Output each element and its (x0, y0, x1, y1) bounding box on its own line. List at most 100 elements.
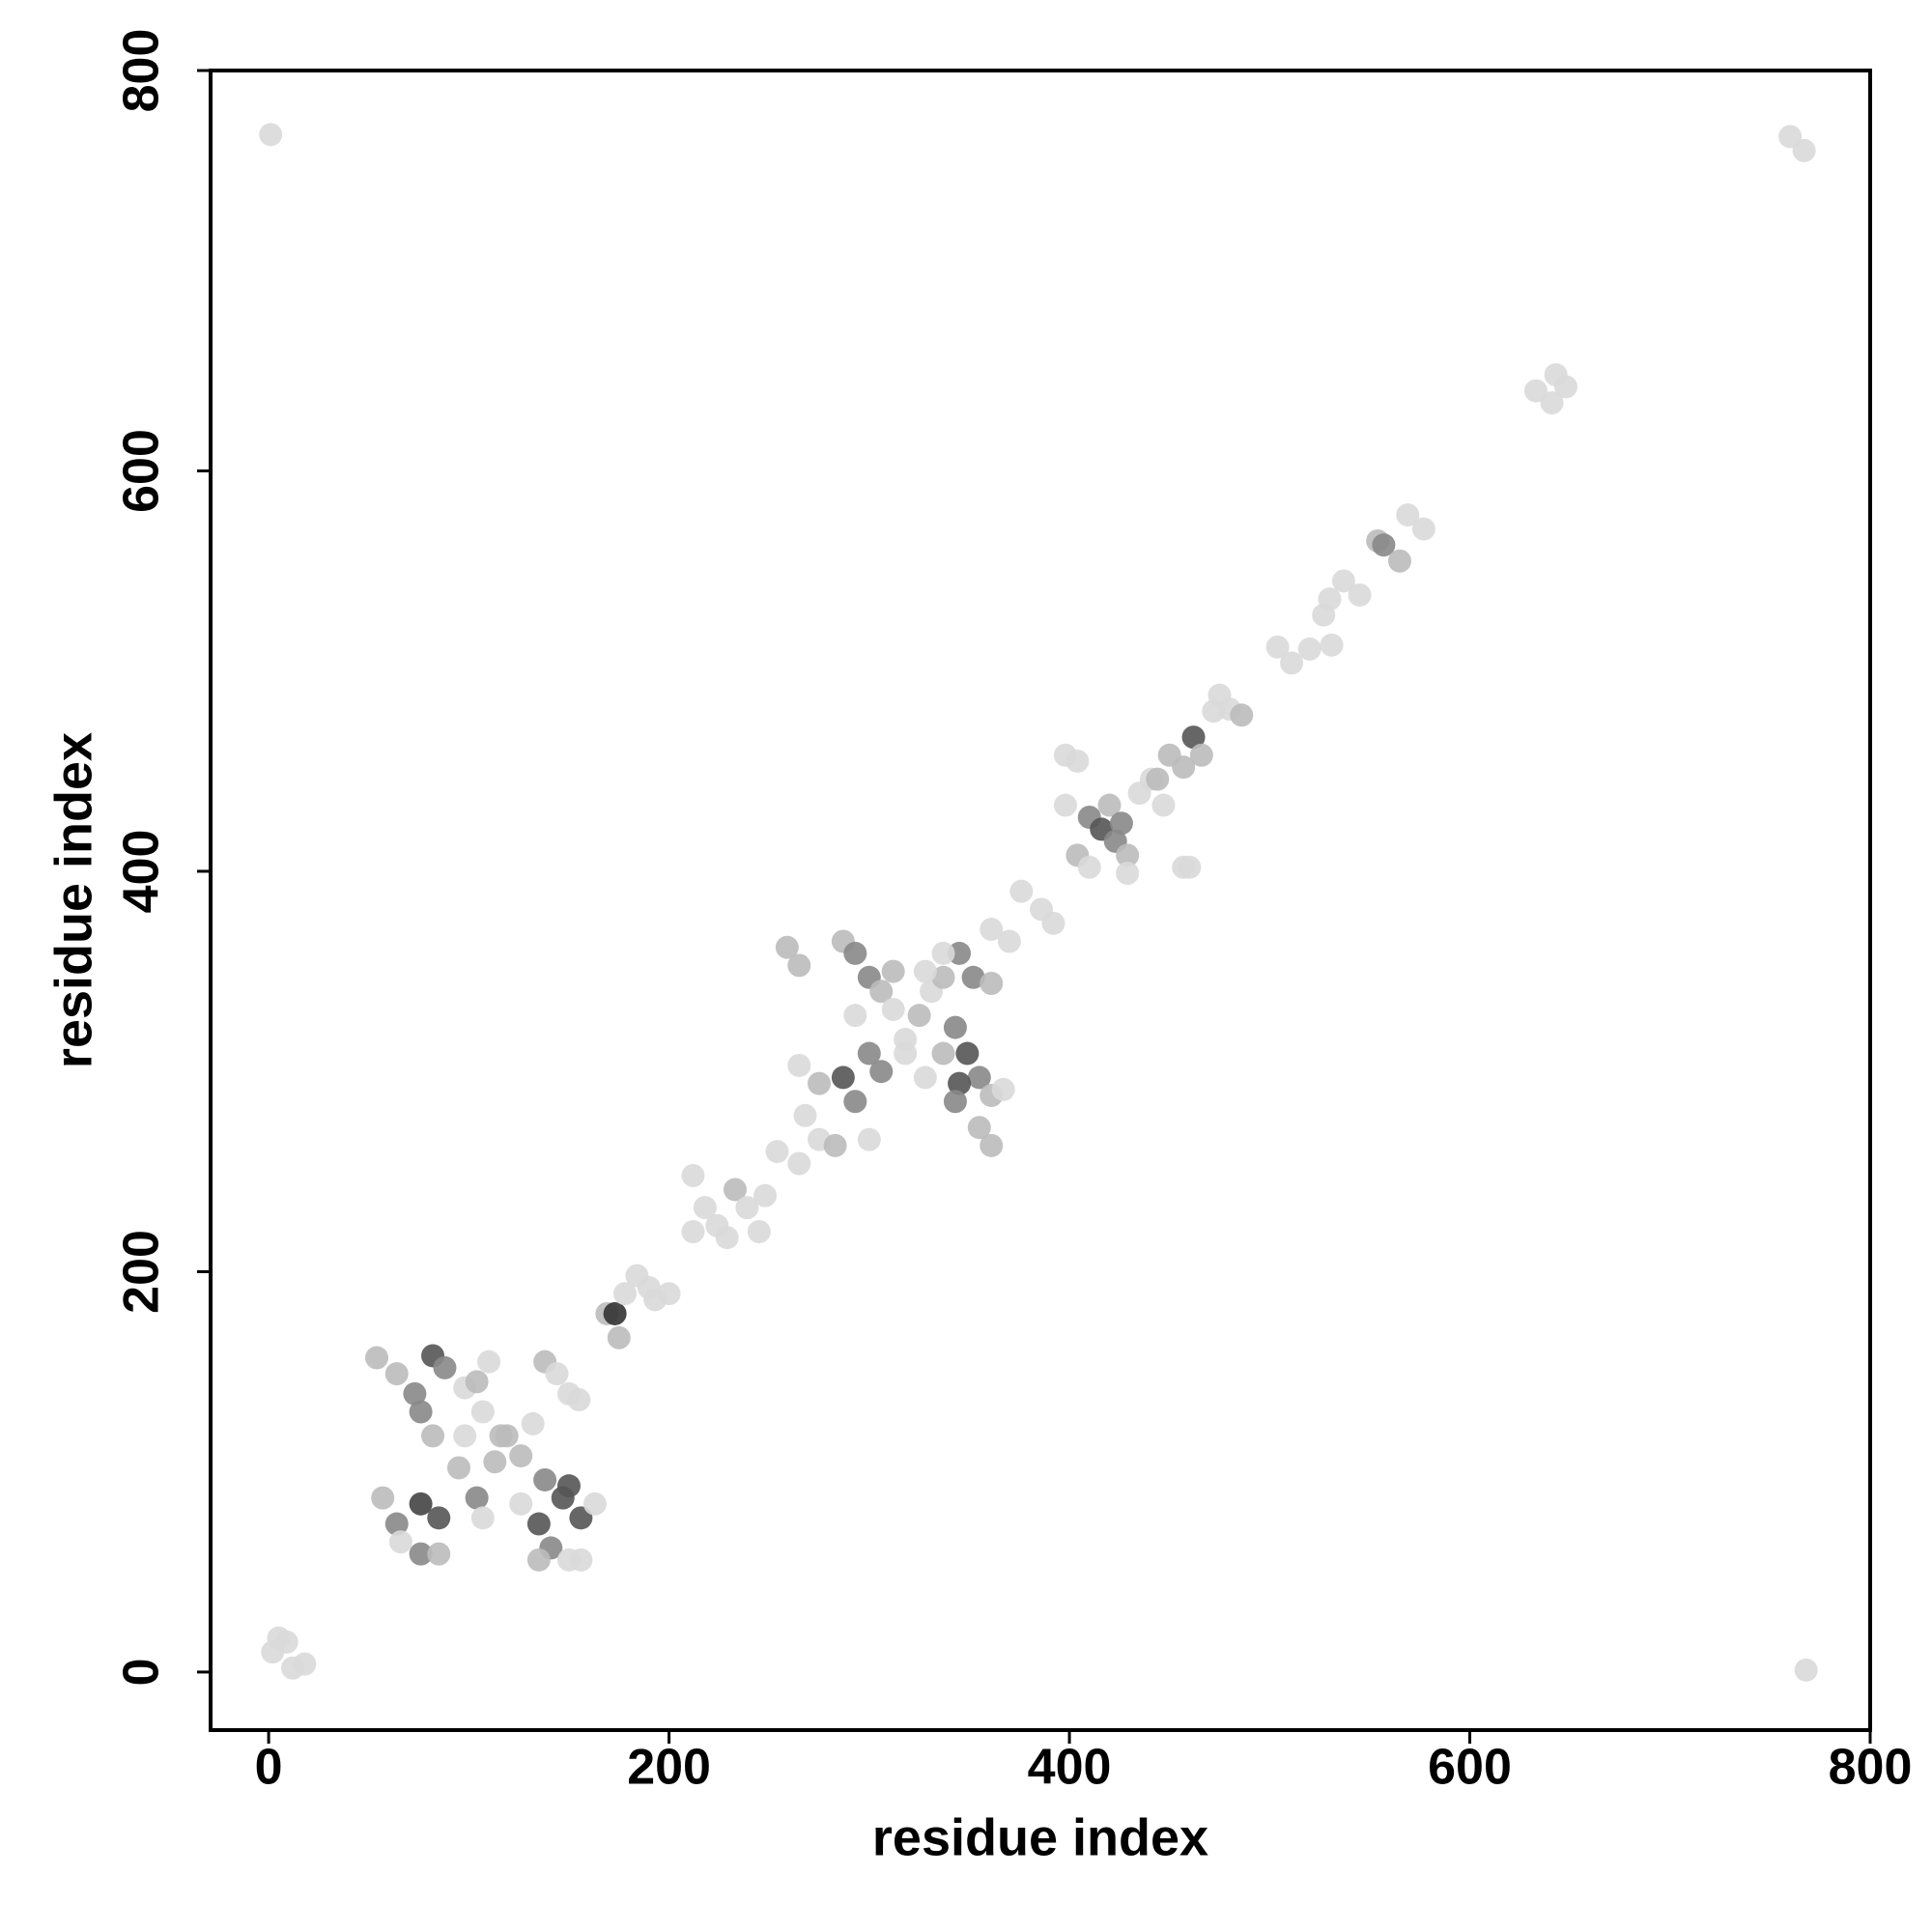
point (881, 997, 905, 1021)
point (427, 1506, 451, 1530)
point (1009, 879, 1034, 903)
point (545, 1362, 569, 1386)
point (681, 1219, 705, 1243)
point (857, 1041, 881, 1065)
point (1540, 391, 1564, 415)
point (948, 1071, 972, 1095)
point (715, 1226, 739, 1250)
point (831, 1065, 855, 1090)
point (1151, 793, 1176, 817)
point (1265, 635, 1290, 659)
point (1396, 503, 1420, 527)
point (967, 1116, 991, 1140)
point (1097, 793, 1122, 817)
point (556, 1474, 581, 1498)
point (274, 1630, 298, 1654)
x-tick-label: 200 (627, 1740, 711, 1796)
point (1189, 743, 1213, 767)
point (735, 1196, 759, 1220)
point (1794, 1658, 1818, 1682)
point (453, 1424, 477, 1448)
point (1387, 549, 1411, 573)
y-axis-title: residue index (44, 732, 102, 1068)
point (521, 1411, 545, 1435)
point (427, 1542, 451, 1566)
point (894, 1041, 918, 1065)
point (823, 1133, 847, 1157)
point (495, 1424, 519, 1448)
point (1053, 793, 1077, 817)
point (1127, 781, 1151, 806)
point (433, 1355, 457, 1379)
point (477, 1350, 501, 1374)
point (793, 1103, 817, 1127)
point (980, 972, 1004, 996)
point (857, 1127, 881, 1151)
point (948, 941, 972, 965)
point (869, 980, 894, 1004)
point (693, 1196, 717, 1220)
point (869, 1060, 894, 1084)
point (1181, 725, 1206, 750)
point (1348, 582, 1372, 607)
point (1280, 651, 1304, 675)
point (483, 1450, 507, 1474)
point (787, 953, 811, 978)
point (470, 1506, 495, 1530)
point (931, 965, 955, 989)
point (1116, 843, 1140, 867)
point (913, 959, 937, 983)
point (1065, 749, 1090, 773)
point (1109, 811, 1133, 836)
point (582, 1492, 607, 1516)
point (1778, 125, 1803, 149)
point (991, 1077, 1015, 1101)
point (365, 1346, 389, 1370)
point (1146, 767, 1170, 791)
x-axis-title: residue index (872, 1808, 1208, 1866)
point (533, 1467, 557, 1492)
x-tick-label: 800 (1829, 1740, 1913, 1796)
point (643, 1288, 668, 1312)
point (787, 1151, 811, 1176)
point (997, 929, 1021, 953)
point (843, 941, 867, 965)
point (612, 1282, 637, 1306)
point (723, 1178, 747, 1202)
point (1553, 375, 1577, 399)
point (1331, 569, 1355, 593)
point (421, 1424, 445, 1448)
x-tick-label: 0 (255, 1740, 283, 1796)
point (1202, 699, 1226, 724)
point (1230, 703, 1254, 727)
y-tick-label: 200 (114, 1230, 170, 1314)
point (465, 1486, 489, 1510)
point (409, 1492, 433, 1516)
point (775, 935, 799, 959)
point (1297, 637, 1321, 661)
point (1523, 379, 1548, 403)
plot-frame (209, 69, 1872, 1732)
point (931, 941, 955, 965)
point (681, 1163, 705, 1187)
point (1320, 633, 1344, 657)
point (259, 123, 283, 147)
point (569, 1548, 593, 1572)
point (1116, 862, 1140, 886)
x-tick-label: 400 (1028, 1740, 1112, 1796)
point (967, 1065, 991, 1090)
point (1077, 855, 1101, 879)
point (388, 1530, 412, 1554)
point (1178, 855, 1202, 879)
point (961, 965, 985, 989)
point (765, 1140, 789, 1164)
point (753, 1183, 778, 1208)
y-tick-label: 0 (114, 1658, 170, 1686)
point (607, 1325, 631, 1350)
point (843, 1090, 867, 1114)
point (470, 1400, 495, 1424)
point (403, 1381, 427, 1406)
point (907, 1004, 931, 1028)
y-tick-label: 800 (114, 29, 170, 113)
point (943, 1015, 967, 1039)
